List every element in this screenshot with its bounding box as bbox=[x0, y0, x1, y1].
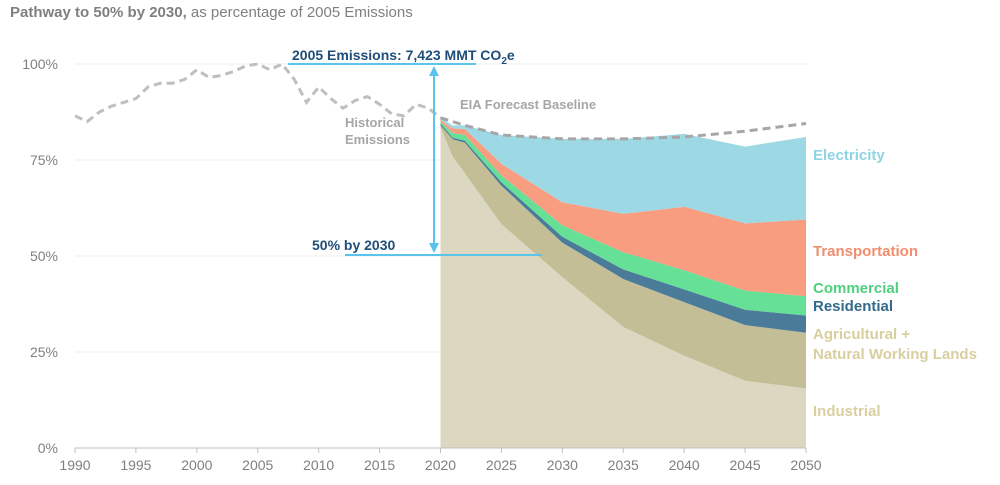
annotation-lines bbox=[288, 63, 542, 256]
target-2030-label: 50% by 2030 bbox=[312, 237, 395, 253]
forecast-baseline-line bbox=[440, 116, 807, 141]
x-tick-label: 1995 bbox=[120, 457, 151, 473]
x-tick-label: 2010 bbox=[303, 457, 334, 473]
chart-title: Pathway to 50% by 2030, as percentage of… bbox=[10, 4, 413, 21]
y-tick-label: 50% bbox=[30, 248, 58, 264]
x-tick-label: 1990 bbox=[59, 457, 90, 473]
area-agricultural-natural-working-lands bbox=[440, 125, 806, 389]
x-tick-label: 2025 bbox=[486, 457, 517, 473]
chart-title-bold: Pathway to 50% by 2030, bbox=[10, 4, 187, 21]
x-tick-label: 2050 bbox=[790, 457, 821, 473]
x-tick-label: 2020 bbox=[425, 457, 456, 473]
label-agri-line2: Natural Working Lands bbox=[813, 346, 977, 363]
chart-title-rest: as percentage of 2005 Emissions bbox=[186, 4, 413, 21]
reduction-arrow-head-up bbox=[429, 66, 439, 76]
y-tick-label: 25% bbox=[30, 344, 58, 360]
historical-label-line1: Historical bbox=[345, 115, 404, 130]
label-transportation: Transportation bbox=[813, 243, 918, 260]
reduction-arrow-head-down bbox=[429, 243, 439, 253]
label-industrial: Industrial bbox=[813, 403, 881, 420]
y-tick-label: 75% bbox=[30, 152, 58, 168]
historical-emissions-line bbox=[74, 62, 442, 124]
y-tick-label: 100% bbox=[22, 56, 58, 72]
x-tick-label: 2040 bbox=[669, 457, 700, 473]
stacked-areas bbox=[440, 117, 806, 449]
historical-label-line2: Emissions bbox=[345, 132, 410, 147]
axis-ticks: 0% 25% 50% 75% 100% 1990 1995 2000 2005 2010 2015 2… bbox=[22, 56, 822, 473]
emission-lines bbox=[74, 62, 807, 141]
label-electricity: Electricity bbox=[813, 147, 885, 164]
label-commercial: Commercial bbox=[813, 280, 899, 297]
label-residential: Residential bbox=[813, 298, 893, 315]
area-electricity bbox=[440, 117, 806, 224]
x-tick-label: 2035 bbox=[608, 457, 639, 473]
area-industrial bbox=[440, 127, 806, 449]
x-tick-label: 2030 bbox=[547, 457, 578, 473]
x-tick-label: 2045 bbox=[730, 457, 761, 473]
emissions-2005-label: 2005 Emissions: 7,423 MMT CO2e bbox=[292, 47, 515, 67]
y-tick-label: 0% bbox=[38, 440, 58, 456]
x-tick-label: 2000 bbox=[181, 457, 212, 473]
x-tick-label: 2015 bbox=[364, 457, 395, 473]
baseline-label: EIA Forecast Baseline bbox=[460, 97, 596, 112]
label-agri-line1: Agricultural + bbox=[813, 326, 910, 343]
x-tick-label: 2005 bbox=[242, 457, 273, 473]
area-transportation bbox=[440, 119, 806, 297]
area-commercial bbox=[440, 121, 806, 316]
